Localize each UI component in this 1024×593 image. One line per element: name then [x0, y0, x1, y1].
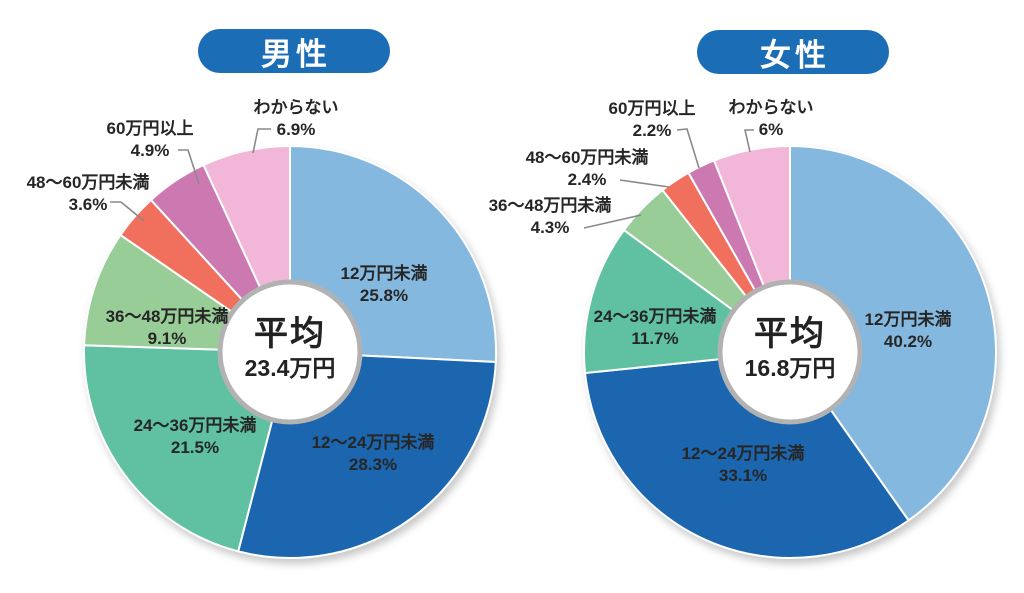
leader-line-male-6	[252, 128, 271, 154]
female-average-label: 平均	[753, 315, 826, 353]
leader-line-female-4	[619, 179, 670, 188]
female-pie	[583, 145, 997, 559]
leader-line-female-3	[583, 214, 642, 229]
male-center-circle	[217, 279, 363, 425]
leader-line-male-5	[178, 149, 200, 185]
female-center-circle	[717, 279, 863, 425]
pie-slice-female-0	[789, 145, 997, 522]
female-average-value: 16.8万円	[744, 355, 836, 381]
female-average-badge: 平均 16.8万円	[745, 317, 836, 380]
female-chart-title: 女性	[760, 37, 830, 73]
male-leader-lines	[110, 128, 271, 222]
female-leader-lines	[583, 128, 754, 229]
leader-line-female-5	[676, 128, 700, 169]
male-chart-title: 男性	[261, 36, 331, 72]
pie-slice-female-1	[584, 351, 910, 559]
male-average-value: 23.4万円	[244, 355, 336, 381]
female-chart-title-badge: 女性	[697, 30, 889, 74]
male-average-label: 平均	[253, 315, 326, 353]
male-average-badge: 平均 23.4万円	[245, 317, 336, 380]
leader-line-female-6	[743, 129, 754, 153]
male-chart-title-badge: 男性	[198, 29, 390, 73]
male-pie	[83, 145, 497, 559]
leader-line-male-4	[110, 201, 145, 222]
